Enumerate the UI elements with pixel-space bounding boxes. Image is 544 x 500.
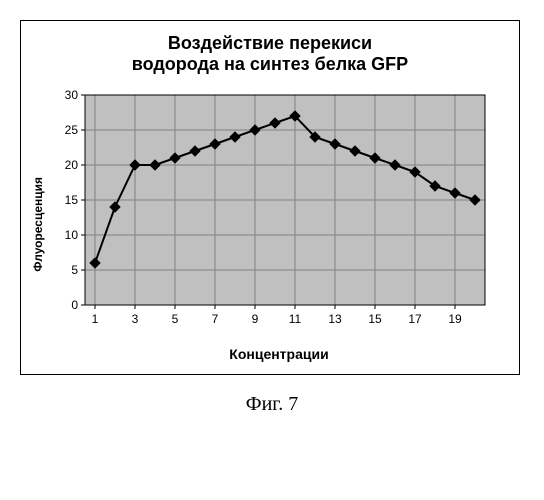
chart-container: Воздействие перекиси водорода на синтез …	[20, 20, 520, 375]
svg-text:20: 20	[65, 158, 79, 172]
svg-text:5: 5	[71, 263, 78, 277]
svg-text:11: 11	[289, 312, 302, 326]
chart-title-line2: водорода на синтез белка GFP	[132, 54, 408, 74]
svg-text:9: 9	[252, 312, 259, 326]
svg-text:15: 15	[368, 312, 382, 326]
svg-text:30: 30	[65, 88, 79, 102]
chart-title: Воздействие перекиси водорода на синтез …	[31, 33, 509, 75]
figure-caption: Фиг. 7	[20, 393, 524, 416]
svg-text:3: 3	[132, 312, 139, 326]
plot-svg: 051015202530135791113151719	[49, 87, 493, 331]
svg-text:1: 1	[92, 312, 99, 326]
plot-wrap: 051015202530135791113151719 Концентрации	[49, 87, 509, 362]
y-axis-label: Флуоресценция	[31, 177, 45, 272]
svg-text:15: 15	[65, 193, 79, 207]
svg-text:7: 7	[212, 312, 219, 326]
svg-text:13: 13	[328, 312, 342, 326]
svg-text:0: 0	[71, 298, 78, 312]
svg-text:25: 25	[65, 123, 79, 137]
svg-text:17: 17	[408, 312, 422, 326]
svg-text:5: 5	[172, 312, 179, 326]
chart-title-line1: Воздействие перекиси	[168, 33, 372, 53]
svg-text:19: 19	[448, 312, 462, 326]
chart-body: Флуоресценция 05101520253013579111315171…	[31, 87, 509, 362]
x-axis-label: Концентрации	[49, 346, 509, 362]
svg-text:10: 10	[65, 228, 79, 242]
